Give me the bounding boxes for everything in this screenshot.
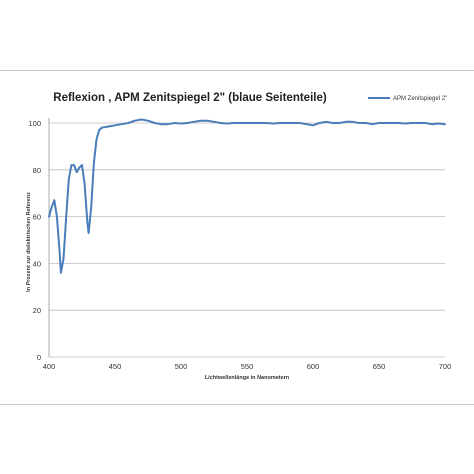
chart-frame bbox=[0, 70, 474, 405]
y-axis-label: In Prozent zur dielektrischen Referenz bbox=[26, 192, 32, 292]
x-tick-label: 600 bbox=[307, 362, 320, 371]
y-tick-label: 20 bbox=[33, 306, 41, 315]
y-tick-label: 0 bbox=[37, 353, 41, 362]
legend-label: APM Zenitspiegel 2" bbox=[393, 96, 447, 102]
series bbox=[48, 118, 446, 274]
x-tick-label: 650 bbox=[373, 362, 386, 371]
x-tick-label: 450 bbox=[109, 362, 122, 371]
x-axis: 400 450 500 550 600 650 700 bbox=[43, 362, 452, 371]
x-axis-label: Lichtwellenlänge in Nanometern bbox=[205, 375, 290, 381]
x-tick-label: 400 bbox=[43, 362, 56, 371]
x-tick-label: 500 bbox=[175, 362, 188, 371]
chart-title: Reflexion , APM Zenitspiegel 2" (blaue S… bbox=[53, 92, 327, 104]
x-tick-label: 700 bbox=[439, 362, 452, 371]
legend: APM Zenitspiegel 2" bbox=[368, 96, 447, 102]
y-tick-label: 80 bbox=[33, 166, 41, 175]
y-tick-label: 100 bbox=[28, 119, 41, 128]
grid bbox=[48, 118, 445, 358]
y-axis: 0 20 40 60 80 100 bbox=[28, 119, 41, 362]
y-tick-label: 60 bbox=[33, 213, 41, 222]
series-line-0 bbox=[48, 118, 446, 274]
y-tick-label: 40 bbox=[33, 259, 41, 268]
x-tick-label: 550 bbox=[241, 362, 254, 371]
